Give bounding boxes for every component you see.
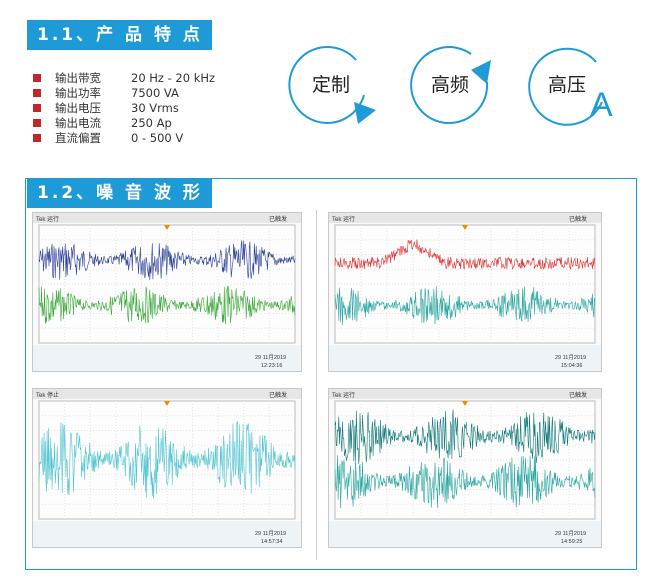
accent-letter: A bbox=[590, 86, 613, 124]
scope-screen: Tek 运行 已触发 29 11月2019 14:59:25 bbox=[329, 389, 601, 547]
scope-date: 29 11月2019 bbox=[255, 354, 286, 361]
feature-label: 高压 bbox=[547, 74, 586, 96]
spec-value: 20 Hz - 20 kHz bbox=[131, 70, 216, 85]
spec-value: 250 Ap bbox=[131, 115, 172, 130]
scope-screen: Tek 停止 已触发 29 11月2019 14:57:34 bbox=[33, 389, 301, 547]
bullet-icon bbox=[33, 88, 41, 97]
spec-row: 输出电流 250 Ap bbox=[33, 115, 215, 130]
noise-waveform-panel bbox=[25, 178, 637, 570]
circular-arrow-icon bbox=[288, 46, 376, 124]
oscilloscope-capture: Tek 运行 已触发 29 11月2019 12:23:16 bbox=[32, 212, 302, 372]
scope-date: 29 11月2019 bbox=[555, 354, 586, 361]
scope-status: 已触发 bbox=[269, 391, 287, 399]
spec-value: 30 Vrms bbox=[131, 100, 179, 115]
spec-row: 直流偏置 0 - 500 V bbox=[33, 130, 215, 145]
waveform-trace bbox=[38, 285, 296, 325]
scope-screen: Tek 运行 已触发 29 11月2019 15:04:36 bbox=[329, 213, 601, 371]
feature-label: 高频 bbox=[430, 74, 469, 96]
waveform-trace bbox=[38, 421, 296, 499]
oscilloscope-capture: Tek 运行 已触发 29 11月2019 14:59:25 bbox=[328, 388, 602, 548]
scope-time: 14:57:34 bbox=[261, 539, 282, 545]
waveform-trace bbox=[334, 409, 596, 464]
waveform-trace bbox=[38, 240, 296, 280]
spec-value: 7500 VA bbox=[131, 85, 179, 100]
scope-time: 15:04:36 bbox=[561, 363, 582, 369]
scope-status: 已触发 bbox=[569, 215, 587, 223]
spec-row: 输出功率 7500 VA bbox=[33, 85, 215, 100]
circular-arrow-icon: A bbox=[528, 47, 613, 126]
section-title-noise: 1.2、噪 音 波 形 bbox=[27, 178, 212, 208]
bullet-icon bbox=[33, 73, 41, 82]
spec-row: 输出带宽 20 Hz - 20 kHz bbox=[33, 70, 215, 85]
bullet-icon bbox=[33, 118, 41, 127]
spec-label: 输出电压 bbox=[55, 100, 101, 115]
bullet-icon bbox=[33, 103, 41, 112]
scope-brand: Tek 停止 bbox=[36, 391, 59, 399]
panel-divider bbox=[316, 210, 317, 560]
scope-brand: Tek 运行 bbox=[36, 215, 59, 223]
section-title-features: 1.1、产 品 特 点 bbox=[27, 20, 212, 50]
spec-list: 输出带宽 20 Hz - 20 kHz 输出功率 7500 VA 输出电压 30 Vr… bbox=[33, 70, 215, 145]
spec-label: 输出功率 bbox=[55, 85, 101, 100]
scope-brand: Tek 运行 bbox=[332, 391, 355, 399]
scope-screen: Tek 运行 已触发 29 11月2019 12:23:16 bbox=[33, 213, 301, 371]
feature-high-frequency: 高频 bbox=[405, 40, 495, 130]
feature-custom: 定制 bbox=[286, 40, 376, 130]
oscilloscope-capture: Tek 停止 已触发 29 11月2019 14:57:34 bbox=[32, 388, 302, 548]
bullet-icon bbox=[33, 133, 41, 142]
spec-value: 0 - 500 V bbox=[131, 130, 184, 145]
scope-brand: Tek 运行 bbox=[332, 215, 355, 223]
feature-high-voltage: A 高压 bbox=[522, 40, 613, 130]
scope-date: 29 11月2019 bbox=[555, 530, 586, 537]
scope-time: 14:59:25 bbox=[561, 539, 582, 545]
waveform-trace bbox=[334, 286, 596, 326]
scope-status: 已触发 bbox=[569, 391, 587, 399]
circular-arrow-icon bbox=[410, 46, 491, 125]
oscilloscope-capture: Tek 运行 已触发 29 11月2019 15:04:36 bbox=[328, 212, 602, 372]
scope-time: 12:23:16 bbox=[261, 363, 282, 369]
scope-status: 已触发 bbox=[269, 215, 287, 223]
spec-row: 输出电压 30 Vrms bbox=[33, 100, 215, 115]
spec-label: 输出电流 bbox=[55, 115, 101, 130]
spec-label: 输出带宽 bbox=[55, 70, 101, 85]
feature-label: 定制 bbox=[311, 74, 350, 96]
waveform-trace bbox=[334, 239, 596, 271]
scope-date: 29 11月2019 bbox=[255, 530, 286, 537]
waveform-trace bbox=[334, 455, 596, 509]
spec-label: 直流偏置 bbox=[55, 130, 101, 145]
